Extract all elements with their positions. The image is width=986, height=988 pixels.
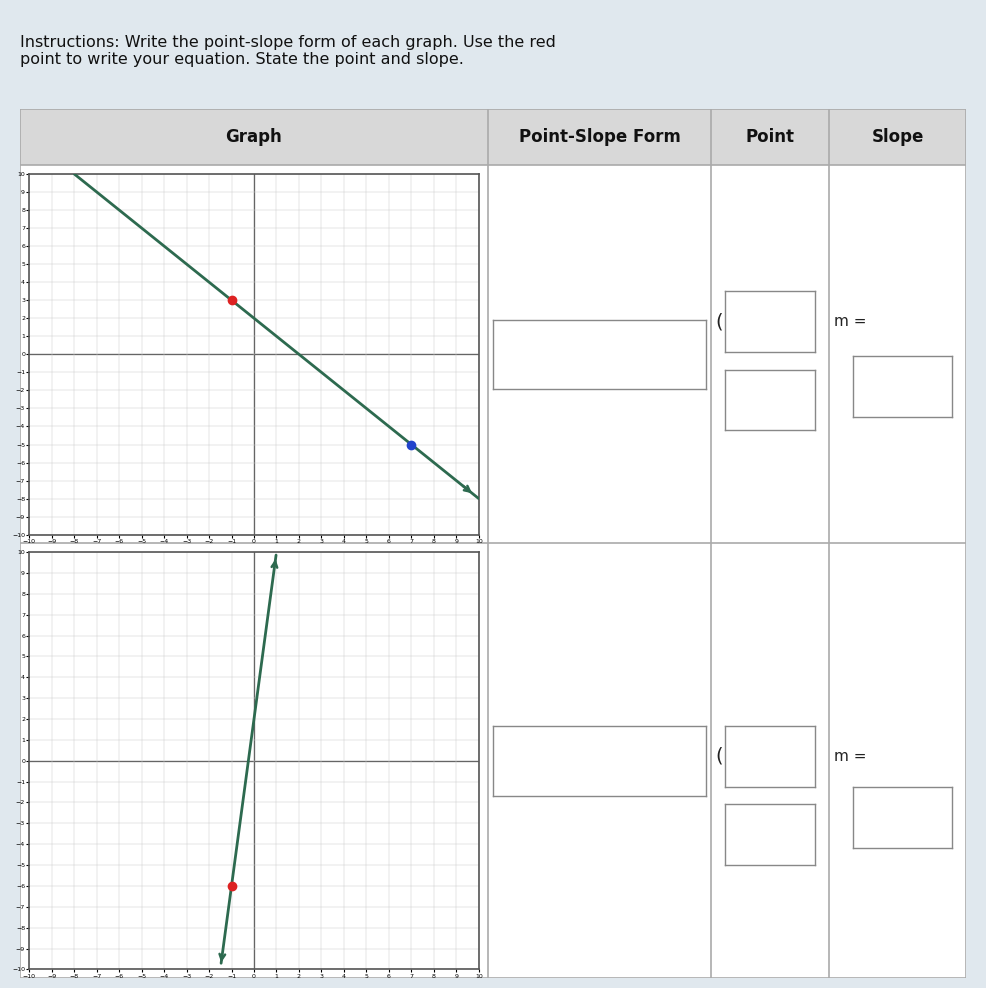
Text: Instructions: Write the point-slope form of each graph. Use the red
point to wri: Instructions: Write the point-slope form…: [20, 35, 555, 67]
Text: Graph: Graph: [226, 128, 282, 146]
Text: Point-Slope Form: Point-Slope Form: [519, 128, 680, 146]
Bar: [20, 109, 966, 165]
Text: (: (: [716, 747, 723, 766]
Text: m =: m =: [834, 314, 867, 329]
Text: ): ): [766, 834, 774, 853]
Text: m =: m =: [834, 749, 867, 764]
Bar: [20, 165, 966, 543]
Text: Point: Point: [745, 128, 795, 146]
Bar: [20, 543, 966, 978]
Text: Slope: Slope: [872, 128, 924, 146]
Text: ): ): [766, 399, 774, 418]
Text: ,: ,: [767, 367, 772, 381]
Text: (: (: [716, 312, 723, 331]
Text: ,: ,: [767, 801, 772, 816]
